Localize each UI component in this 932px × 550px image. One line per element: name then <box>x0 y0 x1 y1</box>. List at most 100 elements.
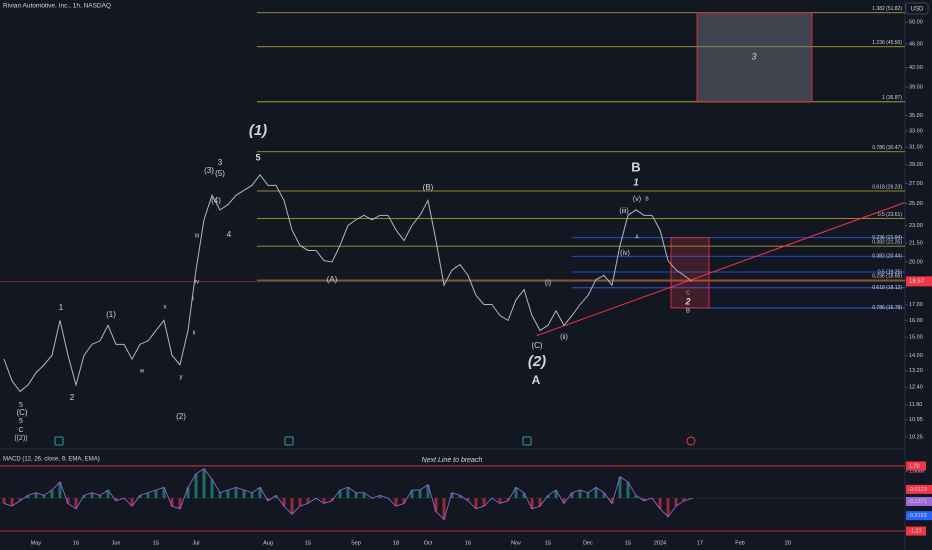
x-tick-label: Aug <box>263 540 273 546</box>
macd-bar <box>642 498 646 501</box>
macd-bar <box>290 498 294 515</box>
x-tick-label: 2024 <box>654 540 666 546</box>
macd-bar <box>354 492 358 499</box>
y-tick-label: 42.00 <box>909 65 923 71</box>
macd-bar <box>274 495 278 499</box>
fib-label: 0.5 (19.25) <box>878 269 903 275</box>
y-tick-label: 46.00 <box>909 41 923 47</box>
macd-bar <box>170 498 174 507</box>
wave-label: ii <box>193 331 196 337</box>
macd-level-label: -1.23 <box>909 528 922 534</box>
x-tick-label: Sep <box>351 540 361 546</box>
x-tick-label: 18 <box>393 540 399 546</box>
x-tick-label: 15 <box>625 540 631 546</box>
macd-bar <box>362 492 366 499</box>
y-tick-label: 31.00 <box>909 145 923 151</box>
last-price-label: 18.57 <box>909 279 925 285</box>
macd-bar <box>578 490 582 499</box>
y-tick-label: 25.00 <box>909 201 923 207</box>
fib-label: 0.382 (20.44) <box>872 254 902 260</box>
wave-label: A <box>635 234 639 240</box>
macd-bar <box>242 490 246 499</box>
x-tick-label: 17 <box>697 540 703 546</box>
x-tick-label: Feb <box>735 540 744 546</box>
macd-value-badge <box>906 511 932 521</box>
macd-bar <box>338 490 342 499</box>
wave-label: y <box>180 375 183 381</box>
currency: USD <box>911 7 924 13</box>
wave-label: C <box>686 290 690 296</box>
macd-bar <box>554 490 558 499</box>
macd-value-badge <box>906 496 932 506</box>
macd-bar <box>114 498 118 501</box>
x-tick-label: Jun <box>112 540 121 546</box>
target-box <box>696 12 813 103</box>
macd-bar <box>474 498 478 509</box>
macd-bar <box>66 498 70 504</box>
y-tick-label: 35.00 <box>909 113 923 119</box>
wave-label: (2) <box>176 412 186 421</box>
y-tick-label: 23.00 <box>909 223 923 229</box>
wave-label: (3) <box>204 166 214 175</box>
macd-bar <box>42 495 46 499</box>
macd-bar <box>322 498 326 504</box>
fib-label: 0.618 (26.23) <box>872 184 902 190</box>
x-tick-label: Dec <box>583 540 593 546</box>
macd-bar <box>522 492 526 499</box>
box-label: 3 <box>751 51 756 61</box>
fib-label: 0.5 (23.61) <box>878 212 903 218</box>
last-price-badge <box>906 276 932 287</box>
earnings-icon <box>522 436 532 446</box>
trendline <box>536 202 906 337</box>
macd-bar <box>98 495 102 499</box>
macd-bar <box>218 492 222 499</box>
wave-label: B <box>631 159 640 174</box>
macd-value-label: -0.1271 <box>908 499 927 505</box>
macd-bar <box>130 498 134 507</box>
macd-bar <box>194 473 198 499</box>
x-tick-label: May <box>31 540 42 546</box>
wave-label: 5 <box>19 418 23 425</box>
macd-bar <box>514 487 518 499</box>
wave-label: (1) <box>106 310 116 319</box>
fib-label: 1.382 (51.82) <box>872 6 902 12</box>
wave-label: (iii) <box>619 208 628 215</box>
y-tick-label: 13.20 <box>909 368 923 374</box>
y-tick-label: 27.00 <box>909 181 923 187</box>
wave-label: (5) <box>215 169 225 178</box>
wave-label: A <box>532 373 541 387</box>
macd-bar <box>410 490 414 499</box>
macd-bar <box>394 498 398 507</box>
wave-label: (A) <box>327 275 338 284</box>
y-tick-label: 12.40 <box>909 385 923 391</box>
fib-label: 0.618 (18.12) <box>872 285 902 291</box>
macd-bar <box>282 498 286 507</box>
macd-bar <box>458 495 462 499</box>
macd-bar <box>306 498 310 504</box>
wave-label: w <box>139 369 145 375</box>
macd-bar <box>466 498 470 501</box>
y-tick-label: 21.50 <box>909 240 923 246</box>
x-tick-label: 15 <box>545 540 551 546</box>
macd-bar <box>498 498 502 504</box>
macd-bar <box>210 479 214 499</box>
event-icons <box>54 436 696 446</box>
wave-label: 2 <box>684 296 690 306</box>
macd-bar <box>10 498 14 507</box>
y-tick-label: 29.00 <box>909 162 923 168</box>
macd-bar <box>682 498 686 501</box>
macd-bar <box>426 484 430 499</box>
macd-bar <box>594 487 598 499</box>
macd-bar <box>442 498 446 520</box>
x-tick-label: Oct <box>424 540 433 546</box>
wave-label: iv <box>195 280 199 286</box>
y-tick-label: 10.25 <box>909 434 923 440</box>
macd-bar <box>26 495 30 499</box>
macd-level-badge <box>906 461 926 471</box>
wave-label: (1) <box>249 122 267 139</box>
macd-bar <box>138 495 142 499</box>
wave-label: (4) <box>211 196 221 205</box>
